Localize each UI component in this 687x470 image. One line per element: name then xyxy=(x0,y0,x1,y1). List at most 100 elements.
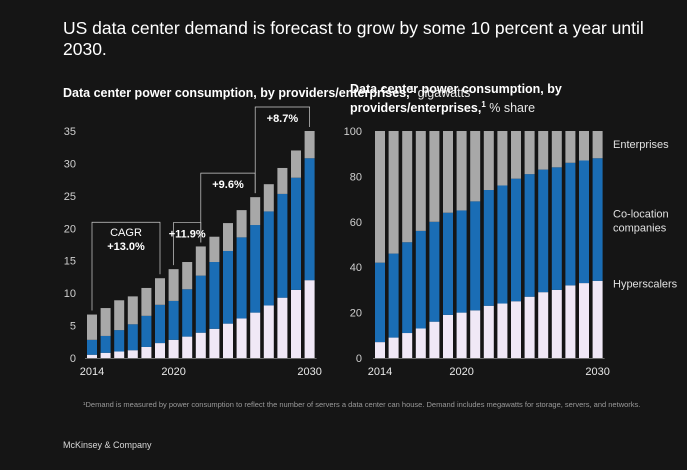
bar-colocation xyxy=(388,253,399,338)
bar-enterprises xyxy=(565,131,576,163)
page-title: US data center demand is forecast to gro… xyxy=(63,18,644,59)
bar-enterprises xyxy=(456,131,467,211)
bar-enterprises xyxy=(375,131,385,263)
bar-enterprises xyxy=(223,223,233,251)
bar-hyperscalers xyxy=(182,336,193,358)
cagr-value: +9.6% xyxy=(212,179,244,191)
bar-colocation xyxy=(551,167,562,290)
bar-enterprises xyxy=(87,314,97,340)
y-tick-label: 20 xyxy=(64,223,76,235)
bar-hyperscalers xyxy=(415,328,426,358)
bar-enterprises xyxy=(551,131,562,168)
bar-enterprises xyxy=(127,296,138,325)
left-chart-title-main: Data center power consumption, by provid… xyxy=(63,86,410,101)
bar-hyperscalers xyxy=(127,350,138,358)
bar-colocation xyxy=(402,242,413,334)
x-tick-label: 2030 xyxy=(585,366,609,378)
bar-enterprises xyxy=(209,236,220,263)
bar-colocation xyxy=(250,225,261,313)
bar-enterprises xyxy=(415,131,426,231)
bar-colocation xyxy=(209,262,220,329)
bar-colocation xyxy=(304,158,315,281)
x-tick-label: 2030 xyxy=(297,366,321,378)
bar-colocation xyxy=(291,177,301,290)
left-chart-unit: gigawatts xyxy=(417,86,471,101)
left-chart: 0 5 10 15 20 25 30 35 2014 2020 2030 CAGR +13.0% +11.… xyxy=(64,106,322,378)
bar-colocation xyxy=(429,221,440,322)
bar-colocation xyxy=(579,160,589,284)
bar-enterprises xyxy=(195,246,206,276)
y-tick-label: 80 xyxy=(350,171,362,183)
y-tick-label: 0 xyxy=(70,353,76,365)
bar-colocation xyxy=(100,335,111,353)
bar-enterprises xyxy=(263,184,274,212)
bar-enterprises xyxy=(141,287,152,316)
bar-colocation xyxy=(415,230,426,329)
bar-colocation xyxy=(497,185,508,304)
bar-hyperscalers xyxy=(209,328,220,358)
bar-colocation xyxy=(375,262,385,343)
bar-colocation xyxy=(524,174,535,297)
right-chart-unit: % share xyxy=(489,101,536,116)
bar-enterprises xyxy=(114,300,125,331)
bar-colocation xyxy=(277,193,288,298)
bar-hyperscalers xyxy=(114,351,125,358)
bar-enterprises xyxy=(236,210,247,238)
right-chart: 0 20 40 60 80 100 2014 2020 2030 Enterprises Co-lo… xyxy=(344,126,678,378)
cagr-bracket xyxy=(254,106,310,194)
y-tick-label: 10 xyxy=(64,288,76,300)
bar-colocation xyxy=(538,169,549,293)
bar-hyperscalers xyxy=(141,346,152,358)
bar-hyperscalers xyxy=(223,323,233,358)
legend-colocation-line2: companies xyxy=(613,223,667,235)
bar-enterprises xyxy=(402,131,413,243)
bar-hyperscalers xyxy=(375,342,385,358)
y-tick-label: 100 xyxy=(344,126,362,138)
bar-hyperscalers xyxy=(402,333,413,358)
y-tick-label: 35 xyxy=(64,126,76,138)
bar-enterprises xyxy=(538,131,549,170)
bar-hyperscalers xyxy=(524,296,535,358)
bar-hyperscalers xyxy=(155,343,165,358)
bar-colocation xyxy=(155,304,165,344)
cagr-bracket xyxy=(91,221,161,311)
bar-hyperscalers xyxy=(551,289,562,358)
bar-hyperscalers xyxy=(483,305,494,358)
bar-colocation xyxy=(195,275,206,333)
cagr-label: CAGR xyxy=(110,227,142,239)
bar-enterprises xyxy=(429,131,440,222)
left-chart-title-sup: 1 xyxy=(409,85,415,94)
bar-colocation xyxy=(223,250,233,324)
right-chart-title-sup: 1 xyxy=(481,100,486,109)
bar-hyperscalers xyxy=(511,301,521,358)
x-tick-label: 2020 xyxy=(161,366,185,378)
bar-enterprises xyxy=(511,131,521,179)
bar-enterprises xyxy=(291,150,301,178)
bar-colocation xyxy=(456,210,467,313)
bar-colocation xyxy=(263,211,274,306)
bar-hyperscalers xyxy=(263,305,274,358)
bar-hyperscalers xyxy=(388,337,399,358)
bar-colocation xyxy=(470,201,481,311)
bar-hyperscalers xyxy=(236,318,247,358)
bar-colocation xyxy=(114,330,125,352)
legend-enterprises: Enterprises xyxy=(613,139,669,151)
bar-enterprises xyxy=(100,308,111,336)
bar-enterprises xyxy=(483,131,494,191)
legend-colocation: Co-location xyxy=(613,209,669,221)
bar-colocation xyxy=(443,212,453,315)
y-tick-label: 25 xyxy=(64,191,76,203)
bar-hyperscalers xyxy=(168,339,179,358)
bar-colocation xyxy=(168,300,179,340)
x-tick-label: 2014 xyxy=(368,366,392,378)
bar-colocation xyxy=(236,237,247,319)
x-tick-label: 2020 xyxy=(449,366,473,378)
bar-colocation xyxy=(483,190,494,306)
bar-colocation xyxy=(127,324,138,351)
bar-hyperscalers xyxy=(443,314,453,358)
bar-hyperscalers xyxy=(304,280,315,358)
bar-hyperscalers xyxy=(195,332,206,358)
bar-colocation xyxy=(141,315,152,347)
y-tick-label: 40 xyxy=(350,262,362,274)
